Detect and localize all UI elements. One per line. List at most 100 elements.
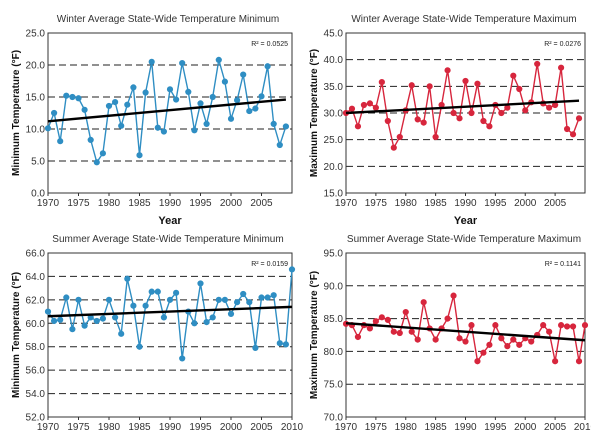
y-tick-label: 85.0	[324, 314, 344, 325]
x-tick-label: 1980	[98, 422, 121, 433]
data-point	[444, 67, 451, 74]
data-point	[480, 117, 487, 125]
data-point	[534, 60, 541, 68]
data-point	[546, 104, 553, 111]
data-point	[44, 125, 52, 132]
x-tick-label: 1985	[425, 422, 448, 433]
y-tick-label: 64.0	[26, 272, 46, 283]
data-point	[124, 101, 131, 108]
x-tick-label: 1990	[454, 422, 477, 433]
data-point	[378, 314, 385, 321]
x-tick-label: 1990	[159, 422, 182, 433]
data-point	[166, 296, 174, 303]
data-point	[197, 100, 204, 107]
data-point	[191, 320, 198, 327]
data-point	[510, 336, 517, 343]
y-tick-label: 95.0	[324, 249, 344, 260]
data-point	[142, 302, 149, 309]
data-point	[185, 88, 192, 95]
data-point	[444, 315, 451, 322]
y-tick-label: 45.0	[324, 29, 344, 40]
data-point	[148, 58, 155, 65]
trend-line	[345, 99, 580, 115]
data-point	[81, 106, 88, 113]
chart-panel-2: 15.0 20.0 25.0 30.0 35.0 40.0 45.0 1970 1975 1980…	[309, 14, 586, 227]
x-tick-label: 1985	[128, 422, 151, 433]
data-point	[396, 133, 403, 141]
chart-title: Summer Average State-Wide Temperature Mi…	[52, 234, 283, 245]
data-point	[99, 315, 107, 322]
data-point	[366, 325, 373, 332]
y-tick-label: 70.0	[324, 413, 344, 424]
data-point	[354, 333, 362, 341]
data-point	[558, 322, 565, 329]
data-point	[93, 159, 100, 166]
data-point	[252, 105, 259, 112]
data-point	[130, 84, 137, 91]
x-tick-label: 1975	[67, 422, 90, 433]
data-point	[414, 336, 421, 343]
x-tick-label: 1995	[484, 422, 507, 433]
data-point	[130, 302, 137, 309]
data-point	[546, 328, 553, 335]
data-point	[166, 86, 174, 93]
data-point	[258, 93, 265, 100]
y-tick-label: 58.0	[26, 342, 46, 353]
data-point	[124, 275, 131, 282]
data-point	[173, 289, 180, 296]
data-point	[504, 343, 511, 350]
data-point	[462, 338, 469, 345]
data-point	[354, 123, 362, 130]
x-tick-label: 1980	[395, 198, 418, 209]
r-squared-annotation: R² = 0.0525	[251, 41, 288, 48]
data-point	[390, 328, 397, 335]
trend-line	[47, 98, 287, 123]
data-point	[154, 288, 161, 295]
data-point	[221, 296, 228, 303]
y-tick-label: 75.0	[324, 380, 344, 391]
data-point	[240, 290, 247, 298]
x-tick-label: 2005	[250, 198, 273, 209]
data-point	[81, 322, 88, 329]
x-tick-label: 1975	[365, 198, 388, 209]
data-point	[462, 77, 469, 85]
x-tick-label: 1995	[189, 198, 212, 209]
x-tick-label: 1990	[159, 198, 182, 209]
data-point	[252, 344, 259, 351]
data-point	[522, 107, 529, 114]
y-axis-label: Maximum Temperature (°F)	[309, 271, 320, 399]
data-point	[179, 59, 186, 67]
data-point	[581, 322, 589, 329]
data-point	[136, 343, 143, 350]
y-tick-label: 40.0	[324, 55, 344, 66]
x-tick-label: 2005	[544, 198, 567, 209]
data-point	[209, 93, 216, 101]
data-point	[474, 358, 481, 365]
data-point	[569, 131, 577, 138]
data-point	[118, 330, 125, 337]
data-point	[221, 78, 228, 85]
x-tick-label: 2000	[514, 198, 537, 209]
x-tick-label: 1970	[335, 422, 358, 433]
data-point	[258, 294, 265, 301]
y-tick-label: 20.0	[324, 162, 344, 173]
y-tick-label: 30.0	[324, 109, 344, 120]
data-point	[456, 335, 463, 342]
y-tick-label: 25.0	[324, 135, 344, 146]
data-point	[575, 115, 583, 122]
data-point	[203, 120, 210, 127]
data-point	[264, 294, 271, 301]
x-tick-label: 2010	[281, 422, 304, 433]
data-point	[366, 100, 373, 107]
data-point	[57, 316, 64, 323]
data-point	[154, 124, 161, 131]
x-tick-label: 2005	[544, 422, 567, 433]
data-point	[348, 105, 356, 112]
data-point	[402, 308, 409, 316]
r-squared-annotation: R² = 0.0159	[251, 261, 288, 268]
y-tick-label: 20.0	[26, 61, 46, 72]
x-tick-label: 1985	[128, 198, 151, 209]
x-tick-label: 2000	[220, 198, 243, 209]
data-point	[378, 78, 385, 86]
